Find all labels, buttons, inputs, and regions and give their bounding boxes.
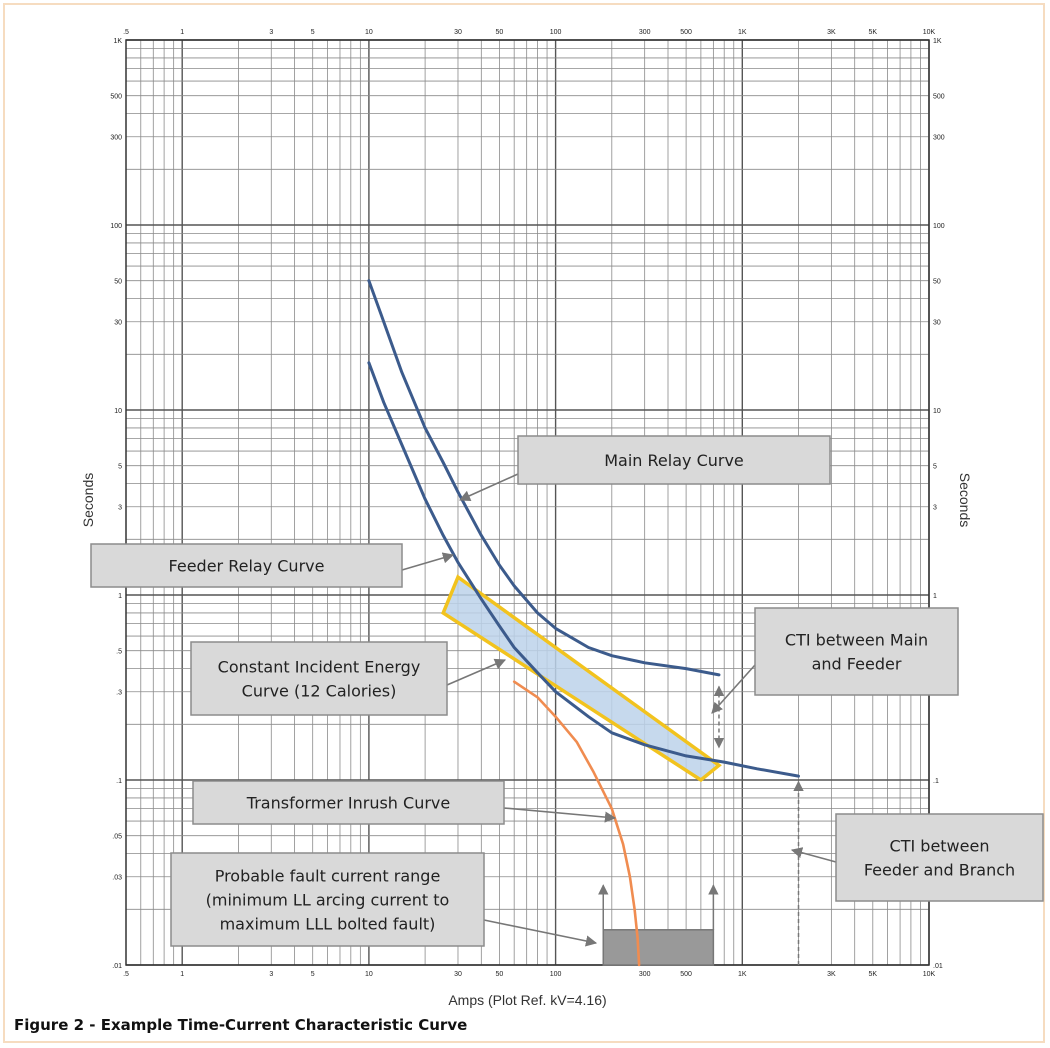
y-tick-label-left: 1 (118, 593, 122, 600)
callout-main-relay-text: Main Relay Curve (604, 451, 744, 470)
grid-lines (125, 39, 930, 966)
x-tick-label-top: 3K (827, 29, 836, 36)
x-tick-label-bottom: 50 (496, 971, 504, 978)
callout-cti-feeder-branch-text: Feeder and Branch (864, 861, 1015, 880)
callout-transformer-inrush-text: Transformer Inrush Curve (246, 794, 450, 813)
x-tick-label-top: 5 (311, 29, 315, 36)
x-tick-label-bottom: 10K (923, 971, 936, 978)
x-tick-label-top: 50 (496, 29, 504, 36)
incident-energy-band (441, 574, 722, 783)
y-tick-label-left: 500 (110, 94, 122, 101)
x-tick-label-top: 30 (454, 29, 462, 36)
x-tick-label-bottom: 1 (180, 971, 184, 978)
y-tick-label-left: 50 (114, 279, 122, 286)
y-tick-label-left: .1 (116, 778, 122, 785)
callout-transformer-inrush-leader-arrow (503, 807, 617, 823)
y-tick-label-left: .3 (116, 690, 122, 697)
callout-cti-main-feeder-box (754, 607, 959, 696)
y-tick-label-right: 50 (933, 279, 941, 286)
x-tick-label-top: 300 (639, 29, 651, 36)
x-tick-label-top: 100 (550, 29, 562, 36)
y-tick-label-left: 1K (113, 38, 122, 45)
callout-fault-range-text: Probable fault current range (215, 867, 441, 886)
y-axis-label-left: Seconds (80, 473, 96, 527)
y-tick-label-left: .01 (112, 963, 122, 970)
x-tick-label-top: 5K (869, 29, 878, 36)
x-tick-label-top: 500 (680, 29, 692, 36)
x-tick-label-bottom: 5K (869, 971, 878, 978)
callout-feeder-relay-box (90, 543, 403, 588)
callout-main-relay-box (517, 435, 831, 485)
y-tick-label-left: .05 (112, 834, 122, 841)
y-tick-label-right: .01 (933, 963, 943, 970)
callout-fault-range-box (170, 852, 485, 947)
callout-feeder-relay-text: Feeder Relay Curve (169, 557, 325, 576)
y-tick-label-right: 1 (933, 593, 937, 600)
callout-fault-range-text: maximum LLL bolted fault) (220, 915, 436, 934)
time-current-chart: .5 .5 1 1 3 3 5 5 10 10 30 30 50 50 100 100 300 300 500 500… (80, 29, 1044, 1008)
x-tick-label-bottom: 100 (550, 971, 562, 978)
callout-feeder-relay-leader-arrow (401, 552, 455, 571)
y-tick-label-right: 10 (933, 408, 941, 415)
x-tick-label-top: 3 (269, 29, 273, 36)
callout-cti-feeder-branch-text: CTI between (890, 837, 990, 856)
x-tick-label-bottom: 300 (639, 971, 651, 978)
y-tick-label-right: 30 (933, 320, 941, 327)
callout-incident-energy-leader-arrow (446, 658, 507, 686)
callout-cti-main-feeder-leader-arrow (711, 664, 756, 714)
x-tick-label-bottom: 3 (269, 971, 273, 978)
plot-border (125, 39, 930, 966)
feeder-relay-curve (367, 361, 800, 778)
y-tick-label-right: 3 (933, 505, 937, 512)
y-axis-label-right: Seconds (957, 473, 973, 527)
x-tick-label-bottom: 500 (680, 971, 692, 978)
y-tick-label-right: 1K (933, 38, 942, 45)
callout-transformer-inrush-box (192, 780, 505, 825)
y-tick-label-left: .03 (112, 875, 122, 882)
x-tick-label-bottom: 10 (365, 971, 373, 978)
figure-caption: Figure 2 - Example Time-Current Characte… (14, 1016, 468, 1034)
x-tick-label-bottom: 5 (311, 971, 315, 978)
y-tick-label-left: 3 (118, 505, 122, 512)
x-axis-label: Amps (Plot Ref. kV=4.16) (448, 992, 606, 1008)
y-tick-label-right: 500 (933, 94, 945, 101)
transformer-inrush-curve (512, 680, 641, 967)
y-tick-label-right: 100 (933, 223, 945, 230)
callout-incident-energy-text: Constant Incident Energy (218, 658, 421, 677)
x-tick-label-top: 1 (180, 29, 184, 36)
x-tick-label-top: 10K (923, 29, 936, 36)
x-tick-label-bottom: 1K (738, 971, 747, 978)
y-tick-label-left: 300 (110, 135, 122, 142)
y-tick-label-left: .5 (116, 649, 122, 656)
callout-cti-main-feeder-text: CTI between Main (785, 631, 928, 650)
y-tick-label-right: 300 (933, 135, 945, 142)
callout-incident-energy-box (190, 641, 448, 716)
callout-cti-feeder-branch-leader-arrow (790, 847, 837, 863)
y-tick-label-left: 10 (114, 408, 122, 415)
y-tick-label-left: 5 (118, 464, 122, 471)
callout-cti-feeder-branch-box (835, 813, 1044, 902)
x-tick-label-top: .5 (123, 29, 129, 36)
main-relay-curve (367, 279, 721, 677)
callout-incident-energy-text: Curve (12 Calories) (242, 682, 397, 701)
x-tick-label-top: 1K (738, 29, 747, 36)
x-tick-label-bottom: 30 (454, 971, 462, 978)
figure-frame (3, 3, 1045, 1043)
callout-fault-range-leader-arrow (483, 919, 598, 947)
x-tick-label-bottom: 3K (827, 971, 836, 978)
x-tick-label-bottom: .5 (123, 971, 129, 978)
fault-current-range-box (602, 929, 715, 966)
y-tick-label-right: .1 (933, 778, 939, 785)
callout-cti-main-feeder-text: and Feeder (812, 655, 902, 674)
y-tick-label-left: 100 (110, 223, 122, 230)
y-tick-label-left: 30 (114, 320, 122, 327)
x-tick-label-top: 10 (365, 29, 373, 36)
callout-fault-range-text: (minimum LL arcing current to (206, 891, 450, 910)
callout-main-relay-leader-arrow (458, 473, 519, 501)
y-tick-label-right: 5 (933, 464, 937, 471)
